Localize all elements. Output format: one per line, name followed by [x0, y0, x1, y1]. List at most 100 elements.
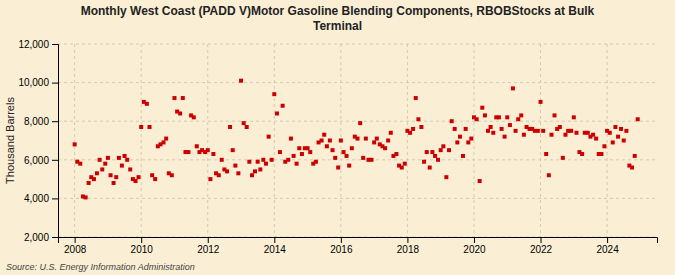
point	[439, 148, 443, 152]
point	[281, 104, 285, 108]
point	[591, 133, 595, 137]
point	[350, 146, 354, 150]
tick-label: 4,000	[24, 193, 49, 204]
title-line: Terminal	[313, 19, 362, 33]
point	[633, 154, 637, 158]
point	[87, 181, 91, 185]
tick-mark	[474, 237, 475, 243]
point	[172, 96, 176, 100]
point	[100, 167, 104, 171]
point	[264, 162, 268, 166]
point	[586, 131, 590, 135]
point	[112, 181, 116, 185]
grid-line	[274, 44, 275, 237]
point	[292, 154, 296, 158]
x-tick: 2016	[330, 237, 353, 255]
grid	[58, 44, 657, 237]
point	[150, 173, 154, 177]
point	[95, 171, 99, 175]
point	[497, 115, 501, 119]
point	[447, 148, 451, 152]
point	[553, 113, 557, 117]
point	[267, 135, 271, 139]
point	[500, 127, 504, 131]
annotation: Source: U.S. Energy Information Administ…	[6, 262, 195, 272]
point	[505, 115, 509, 119]
point	[208, 177, 212, 181]
point	[466, 140, 470, 144]
y-tick: 8,000	[24, 116, 58, 127]
tick-mark	[52, 121, 58, 122]
point	[84, 195, 88, 199]
y-tick: 12,000	[18, 39, 58, 50]
point	[275, 111, 279, 115]
point	[231, 148, 235, 152]
point	[295, 162, 299, 166]
point	[489, 125, 493, 129]
point	[195, 144, 199, 148]
point	[383, 146, 387, 150]
point	[428, 166, 432, 170]
grid-line	[607, 44, 608, 237]
grid-line	[74, 44, 75, 237]
point	[450, 119, 454, 123]
point	[342, 150, 346, 154]
point	[400, 166, 404, 170]
point	[580, 152, 584, 156]
point	[308, 150, 312, 154]
point	[480, 106, 484, 110]
tick-mark	[52, 83, 58, 84]
tick-label: 2014	[264, 244, 287, 255]
tick-label: 2022	[530, 244, 553, 255]
grid-line	[207, 44, 208, 237]
point	[422, 160, 426, 164]
point	[372, 140, 376, 144]
point	[475, 117, 479, 121]
point	[408, 131, 412, 135]
point	[574, 131, 578, 135]
grid-line	[407, 44, 408, 237]
grid-line	[58, 44, 657, 45]
point	[103, 162, 107, 166]
point	[569, 129, 573, 133]
point	[98, 158, 102, 162]
point	[461, 154, 465, 158]
tick-mark	[541, 237, 542, 243]
x-axis: 200820102012201420162018202020222024	[59, 237, 658, 255]
point	[148, 125, 152, 129]
point	[519, 113, 523, 117]
point	[561, 156, 565, 160]
tick-label: 2008	[64, 244, 87, 255]
point	[270, 158, 274, 162]
tick-label: 12,000	[18, 39, 49, 50]
point	[206, 148, 210, 152]
x-tick: 2012	[197, 237, 220, 255]
tick-mark	[52, 198, 58, 199]
point	[225, 169, 229, 173]
point	[469, 137, 473, 141]
point	[611, 140, 615, 144]
point	[403, 162, 407, 166]
axis-line	[52, 45, 59, 238]
point	[170, 173, 174, 177]
point	[192, 115, 196, 119]
tick-mark	[607, 237, 608, 243]
point	[550, 133, 554, 137]
point	[544, 152, 548, 156]
tick-mark	[141, 237, 142, 243]
point	[356, 137, 360, 141]
point	[369, 158, 373, 162]
x-tick: 2022	[530, 237, 553, 255]
title-line: Monthly West Coast (PADD V)Motor Gasolin…	[81, 4, 595, 18]
point	[619, 127, 623, 131]
point	[233, 164, 237, 168]
point	[616, 135, 620, 139]
tick-label: 6,000	[24, 155, 49, 166]
y-axis-label: Thousand Barrels	[4, 97, 16, 184]
tick-mark	[52, 160, 58, 161]
point	[436, 158, 440, 162]
point	[153, 177, 157, 181]
point	[164, 137, 168, 141]
point	[181, 96, 185, 100]
point	[599, 152, 603, 156]
